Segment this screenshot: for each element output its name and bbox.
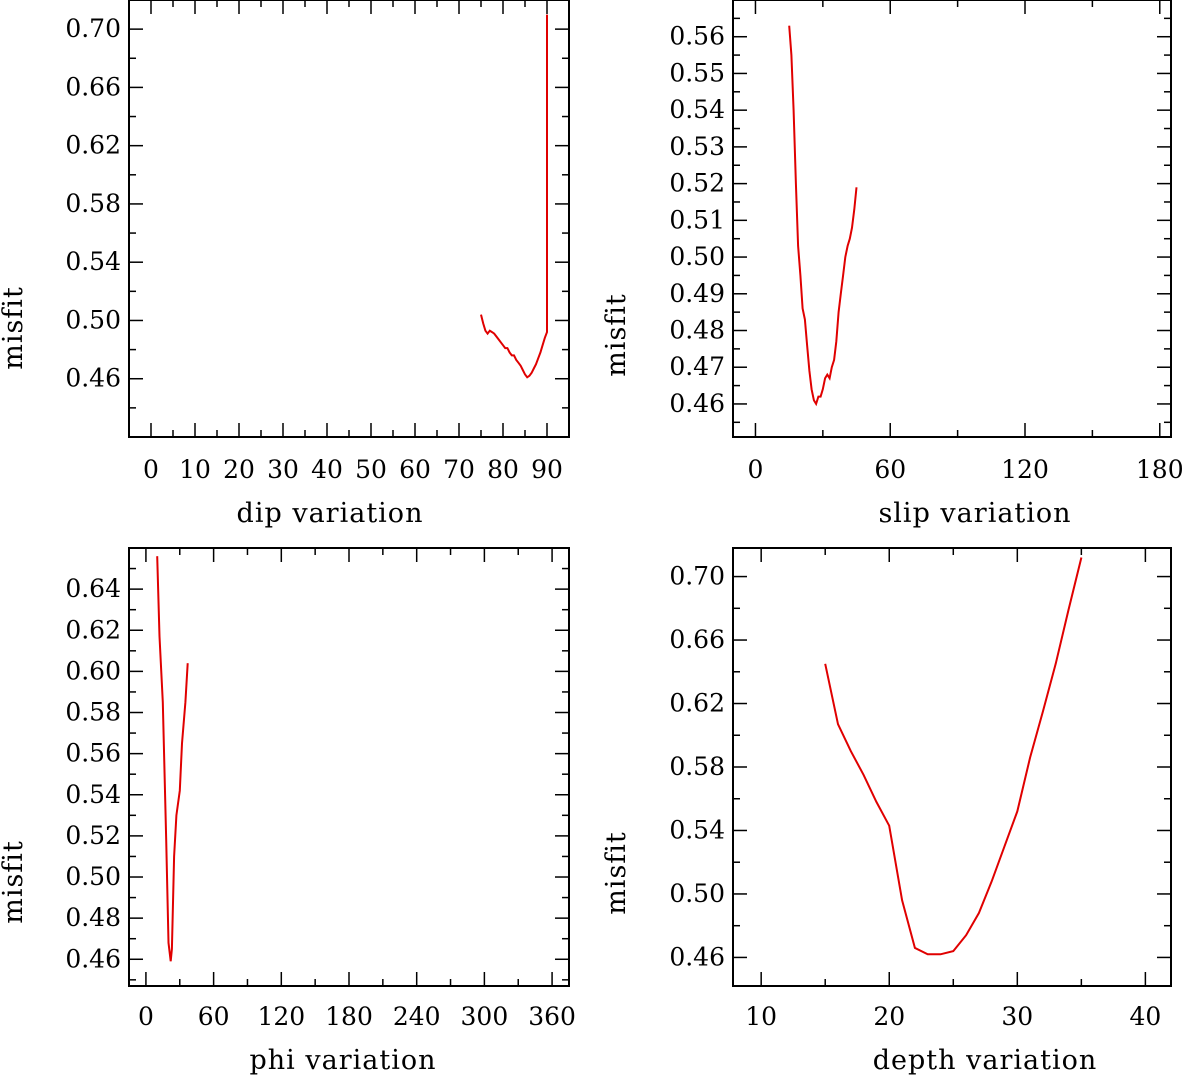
chart-dip-panel: 0 10 20 30 40 50 60 70 80 90 0.46 0.50 0.54 0.58 0.62 0… bbox=[0, 0, 570, 529]
chart-slip-y-tick-label: 0.49 bbox=[669, 279, 725, 308]
chart-phi-x-tick-label: 360 bbox=[528, 1002, 576, 1031]
chart-depth-x-axis-label: depth variation bbox=[873, 1045, 1098, 1076]
chart-depth-plot-frame bbox=[732, 547, 1172, 987]
chart-dip-x-tick-label: 30 bbox=[267, 455, 299, 484]
chart-depth-y-tick-label: 0.58 bbox=[669, 752, 725, 781]
chart-phi-y-tick-label: 0.58 bbox=[65, 698, 121, 727]
chart-phi-y-axis-label: misfit bbox=[0, 840, 29, 924]
chart-depth-x-tick-label: 30 bbox=[1001, 1002, 1033, 1031]
chart-slip-y-tick-label: 0.47 bbox=[669, 352, 725, 381]
chart-phi-plot-frame bbox=[128, 547, 570, 987]
chart-dip-y-tick-label: 0.70 bbox=[65, 14, 121, 43]
chart-dip-y-tick-label: 0.62 bbox=[65, 131, 121, 160]
chart-phi-y-tick-label: 0.54 bbox=[65, 780, 121, 809]
chart-dip-plot-frame bbox=[128, 0, 570, 438]
chart-phi-y-tick-label: 0.48 bbox=[65, 903, 121, 932]
chart-dip-x-tick-label: 80 bbox=[487, 455, 519, 484]
chart-dip-y-tick-label: 0.50 bbox=[65, 305, 121, 334]
chart-slip-y-axis-label: misfit bbox=[601, 293, 632, 377]
chart-slip-y-tick-label: 0.50 bbox=[669, 242, 725, 271]
chart-dip-y-tick-label: 0.54 bbox=[65, 247, 121, 276]
chart-dip-x-tick-label: 0 bbox=[143, 455, 159, 484]
chart-depth-y-tick-label: 0.70 bbox=[669, 562, 725, 591]
chart-dip-y-tick-label: 0.66 bbox=[65, 72, 121, 101]
chart-slip-y-tick-label: 0.53 bbox=[669, 132, 725, 161]
chart-slip-y-tick-label: 0.55 bbox=[669, 58, 725, 87]
chart-phi-panel: 0 60 120 180 240 300 360 0.46 0.48 0.50 0.52 0.54 0.… bbox=[0, 547, 576, 1076]
chart-slip-x-tick-label: 60 bbox=[874, 455, 906, 484]
chart-slip-y-tick-label: 0.52 bbox=[669, 169, 725, 198]
chart-slip-x-tick-label: 120 bbox=[1001, 455, 1049, 484]
chart-depth-y-tick-label: 0.46 bbox=[669, 942, 725, 971]
chart-dip-x-tick-label: 10 bbox=[179, 455, 211, 484]
chart-phi-y-tick-label: 0.56 bbox=[65, 739, 121, 768]
chart-phi-y-tick-label: 0.64 bbox=[65, 574, 121, 603]
chart-phi-x-tick-label: 240 bbox=[393, 1002, 441, 1031]
chart-dip-x-tick-label: 70 bbox=[443, 455, 475, 484]
chart-depth-y-tick-label: 0.54 bbox=[669, 815, 725, 844]
chart-dip-x-tick-label: 60 bbox=[399, 455, 431, 484]
chart-phi-x-axis-label: phi variation bbox=[249, 1045, 436, 1076]
chart-depth-panel: 10 20 30 40 0.46 0.50 0.54 0.58 0.62 0.66 0.70 dept… bbox=[601, 547, 1172, 1076]
chart-depth-y-tick-label: 0.66 bbox=[669, 625, 725, 654]
chart-depth-y-tick-label: 0.50 bbox=[669, 879, 725, 908]
chart-phi-y-tick-label: 0.60 bbox=[65, 656, 121, 685]
chart-slip-plot-frame bbox=[732, 0, 1172, 438]
chart-phi-x-tick-label: 180 bbox=[325, 1002, 373, 1031]
chart-dip-y-tick-label: 0.58 bbox=[65, 189, 121, 218]
chart-depth-y-tick-label: 0.62 bbox=[669, 689, 725, 718]
chart-dip-x-tick-label: 90 bbox=[531, 455, 563, 484]
chart-slip-x-tick-label: 0 bbox=[748, 455, 764, 484]
chart-phi-y-tick-label: 0.62 bbox=[65, 615, 121, 644]
chart-phi-y-tick-label: 0.46 bbox=[65, 944, 121, 973]
chart-slip-panel: 0 60 120 180 0.46 0.47 0.48 0.49 0.50 0.51 0.52 0.5… bbox=[601, 0, 1183, 529]
chart-depth-series-line bbox=[824, 557, 1083, 956]
chart-dip-x-axis-label: dip variation bbox=[237, 498, 424, 529]
chart-phi-x-tick-label: 120 bbox=[257, 1002, 305, 1031]
chart-phi-x-tick-label: 60 bbox=[198, 1002, 230, 1031]
chart-dip-x-tick-label: 50 bbox=[355, 455, 387, 484]
chart-dip-y-tick-label: 0.46 bbox=[65, 364, 121, 393]
chart-phi-x-tick-label: 0 bbox=[138, 1002, 154, 1031]
chart-phi-y-tick-label: 0.50 bbox=[65, 862, 121, 891]
chart-phi-series-line bbox=[156, 556, 189, 962]
chart-slip-y-tick-label: 0.56 bbox=[669, 22, 725, 51]
chart-phi-x-tick-label: 300 bbox=[461, 1002, 509, 1031]
chart-depth-x-tick-label: 10 bbox=[745, 1002, 777, 1031]
chart-depth-x-tick-label: 40 bbox=[1129, 1002, 1161, 1031]
chart-depth-x-tick-label: 20 bbox=[873, 1002, 905, 1031]
chart-slip-y-tick-label: 0.51 bbox=[669, 205, 725, 234]
chart-slip-x-axis-label: slip variation bbox=[878, 498, 1071, 529]
chart-slip-series-line bbox=[788, 25, 858, 407]
chart-dip-series-line bbox=[480, 14, 548, 379]
chart-slip-y-tick-label: 0.54 bbox=[669, 95, 725, 124]
chart-dip-x-tick-label: 20 bbox=[223, 455, 255, 484]
chart-slip-y-tick-label: 0.46 bbox=[669, 389, 725, 418]
chart-dip-y-axis-label: misfit bbox=[0, 286, 29, 370]
chart-slip-x-tick-label: 180 bbox=[1136, 455, 1183, 484]
chart-dip-x-tick-label: 40 bbox=[311, 455, 343, 484]
chart-depth-y-axis-label: misfit bbox=[601, 831, 632, 915]
chart-slip-y-tick-label: 0.48 bbox=[669, 316, 725, 345]
chart-phi-y-tick-label: 0.52 bbox=[65, 821, 121, 850]
